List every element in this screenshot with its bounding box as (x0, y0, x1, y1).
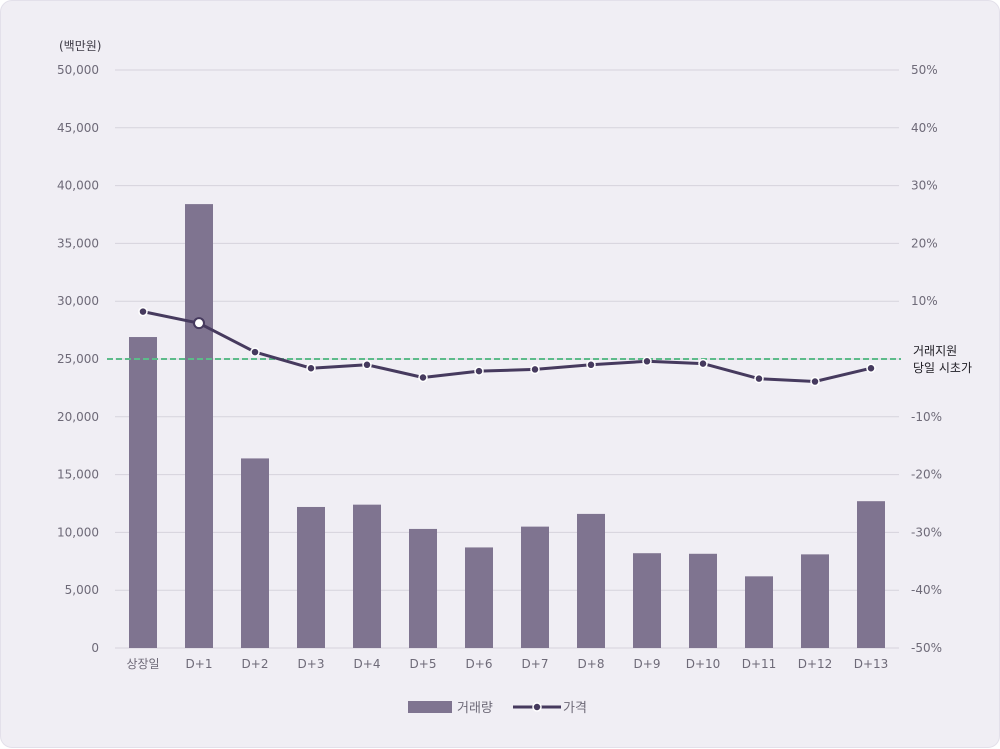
x-tick-label: D+12 (798, 657, 833, 671)
bar (129, 337, 157, 648)
x-tick-label: D+7 (522, 657, 549, 671)
bar (185, 204, 213, 648)
bar (577, 513, 605, 648)
x-tick-label: D+2 (242, 657, 269, 671)
x-tick-label: D+1 (186, 657, 213, 671)
legend-line-label: 가격 (563, 701, 587, 716)
reference-line-label-1: 거래지원 (913, 344, 957, 358)
left-tick-label: 35,000 (57, 236, 99, 250)
x-tick-label: D+4 (354, 657, 381, 671)
price-point (138, 306, 148, 317)
right-tick-label: 50% (911, 63, 938, 77)
legend-bar-swatch (408, 701, 452, 713)
bar (353, 504, 381, 648)
price-point (250, 347, 260, 357)
price-point (193, 317, 205, 330)
right-tick-label: 40% (911, 121, 938, 135)
x-tick-label: 상장일 (126, 657, 159, 671)
legend-bar-label: 거래량 (457, 701, 493, 716)
right-tick-label: -20% (911, 468, 942, 482)
bar (241, 458, 269, 648)
price-point (362, 360, 372, 370)
x-tick-label: D+9 (634, 657, 661, 671)
legend-line-marker (532, 702, 542, 712)
left-tick-label: 20,000 (57, 410, 99, 424)
right-tick-label: -40% (911, 583, 942, 597)
left-tick-label: 30,000 (57, 294, 99, 308)
price-point (586, 360, 596, 370)
left-tick-label: 15,000 (57, 468, 99, 482)
right-tick-label: 20% (911, 236, 938, 250)
price-point (306, 363, 316, 373)
right-tick-label: -30% (911, 525, 942, 539)
right-tick-label: 30% (911, 179, 938, 193)
right-axis-ticks: -50% -40% -30% -20% -10% 10% 20% 30% 40% 50% (911, 63, 942, 655)
price-line (138, 306, 876, 387)
x-tick-label: D+10 (686, 657, 721, 671)
reference-line-label-2: 당일 시초가 (913, 361, 972, 375)
left-tick-label: 40,000 (57, 179, 99, 193)
left-tick-label: 10,000 (57, 525, 99, 539)
bar (465, 547, 493, 648)
bar (857, 501, 885, 648)
x-tick-label: D+5 (410, 657, 437, 671)
left-tick-label: 50,000 (57, 63, 99, 77)
price-point (474, 366, 484, 376)
x-tick-label: D+11 (742, 657, 777, 671)
price-point (698, 358, 708, 369)
right-tick-label: 10% (911, 294, 938, 308)
right-tick-label: -50% (911, 641, 942, 655)
bar (297, 506, 325, 648)
bar (745, 576, 773, 648)
bar (633, 553, 661, 648)
left-tick-label: 45,000 (57, 121, 99, 135)
price-point (810, 376, 820, 387)
left-axis-unit: (백만원) (59, 39, 101, 53)
x-tick-label: D+8 (578, 657, 605, 671)
left-tick-label: 25,000 (57, 352, 99, 366)
x-tick-label: D+3 (298, 657, 325, 671)
legend: 거래량 가격 (408, 701, 587, 716)
price-point (866, 363, 876, 373)
right-tick-label: -10% (911, 410, 942, 424)
bar (801, 554, 829, 648)
left-axis-ticks: 0 5,000 10,000 15,000 20,000 25,000 30,000 35,0… (57, 63, 99, 655)
left-tick-label: 0 (91, 641, 99, 655)
price-series-line (142, 310, 872, 383)
price-point (418, 372, 428, 383)
price-point (642, 356, 652, 367)
price-point (530, 364, 540, 375)
x-tick-label: D+6 (466, 657, 493, 671)
bar (409, 528, 437, 648)
x-axis-ticks: 상장일 D+1 D+2 D+3 D+4 D+5 D+6 D+7 D+8 D+9 D+10 D+11 D+… (126, 657, 888, 671)
bar (521, 526, 549, 648)
bar (689, 553, 717, 648)
volume-bars (129, 204, 885, 648)
left-tick-label: 5,000 (65, 583, 99, 597)
price-point (754, 373, 764, 384)
x-tick-label: D+13 (854, 657, 889, 671)
